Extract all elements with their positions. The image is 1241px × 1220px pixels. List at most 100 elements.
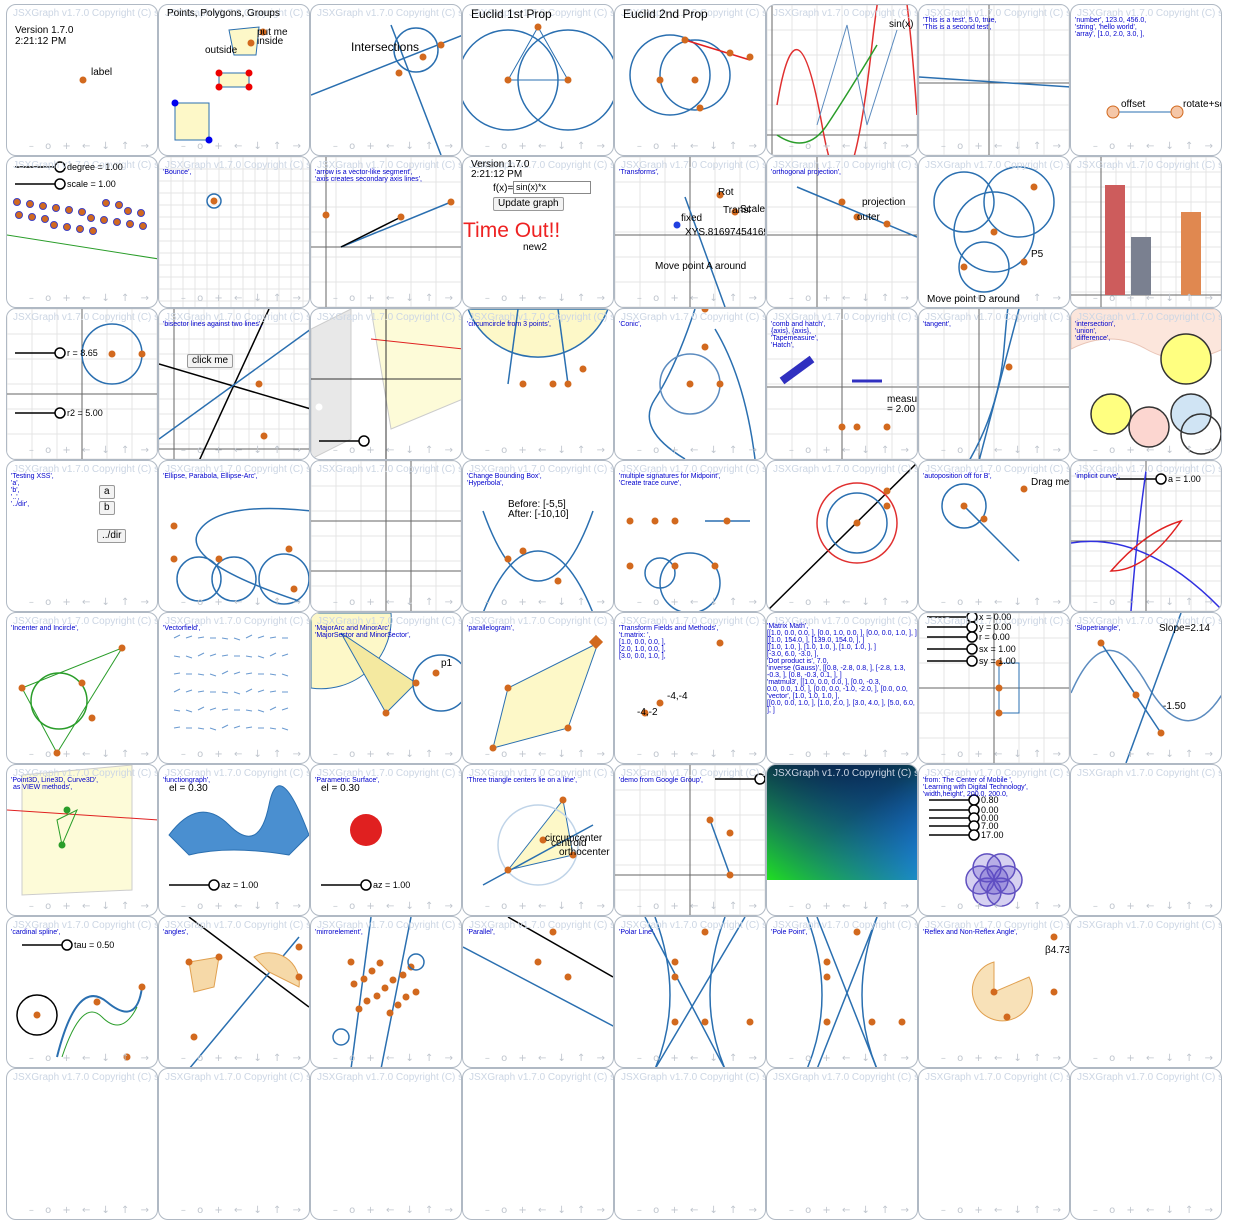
board-xss[interactable]: JSXGraph v1.7.0 Copyright (C) see – o + ←… — [6, 460, 158, 612]
circle[interactable] — [1180, 413, 1221, 455]
navigation-bar[interactable]: – o + ← ↓ ↑ → — [484, 445, 609, 456]
navigation-bar[interactable]: – o + ← ↓ ↑ → — [332, 1205, 457, 1216]
point[interactable] — [1030, 183, 1038, 191]
point[interactable] — [626, 517, 634, 525]
point[interactable] — [626, 562, 634, 570]
line[interactable] — [281, 653, 289, 657]
point[interactable] — [93, 998, 101, 1006]
slider-handle[interactable] — [360, 879, 372, 891]
circle[interactable] — [176, 556, 222, 602]
point[interactable] — [210, 197, 218, 205]
board-partial-3[interactable]: JSXGraph v1.7.0 Copyright (C) see – o + ←… — [310, 1068, 462, 1220]
board-euclid-2[interactable]: JSXGraph v1.7.0 Copyright (C) see – o + ←… — [614, 4, 766, 156]
line[interactable] — [159, 363, 310, 410]
line[interactable] — [245, 634, 253, 639]
point[interactable] — [549, 380, 557, 388]
point[interactable] — [397, 213, 405, 221]
board-point3d-canvas[interactable] — [7, 765, 158, 916]
navigation-bar[interactable]: – o + ← ↓ ↑ → — [332, 293, 457, 304]
board-bisector[interactable]: JSXGraph v1.7.0 Copyright (C) see – o + ←… — [158, 308, 310, 460]
board-tangent[interactable]: JSXGraph v1.7.0 Copyright (C) see – o + ←… — [918, 308, 1070, 460]
line[interactable] — [269, 727, 277, 730]
line[interactable] — [233, 637, 241, 641]
navigation-bar[interactable]: – o + ← ↓ ↑ → — [484, 293, 609, 304]
point[interactable] — [79, 76, 87, 84]
point[interactable] — [88, 714, 96, 722]
point[interactable] — [1170, 105, 1184, 119]
navigation-bar[interactable]: – o + ← ↓ ↑ → — [940, 597, 1065, 608]
point[interactable] — [716, 639, 724, 647]
line[interactable] — [245, 726, 253, 729]
line[interactable] — [1125, 613, 1182, 763]
board-triangle-centers-canvas[interactable] — [463, 765, 614, 916]
polygon[interactable] — [174, 102, 210, 141]
point[interactable] — [1132, 691, 1140, 699]
point[interactable] — [671, 562, 679, 570]
line[interactable] — [245, 655, 253, 658]
board-triangle-centers[interactable]: JSXGraph v1.7.0 Copyright (C) see – o + ←… — [462, 764, 614, 916]
point[interactable] — [716, 191, 724, 199]
board-partial-2[interactable]: JSXGraph v1.7.0 Copyright (C) see – o + ←… — [158, 1068, 310, 1220]
point[interactable] — [185, 958, 193, 966]
curve[interactable] — [806, 917, 823, 1068]
board-move-d[interactable]: JSXGraph v1.7.0 Copyright (C) see – o + ←… — [918, 156, 1070, 308]
point[interactable] — [389, 976, 397, 984]
point[interactable] — [355, 1005, 363, 1013]
polygon[interactable] — [370, 309, 462, 430]
point[interactable] — [726, 49, 734, 57]
navigation-bar[interactable]: – o + ← ↓ ↑ → — [1092, 749, 1217, 760]
point[interactable] — [138, 983, 146, 991]
line[interactable] — [7, 234, 158, 260]
line[interactable] — [796, 186, 917, 238]
curve[interactable] — [1130, 470, 1147, 611]
board-intersections[interactable]: JSXGraph v1.7.0 Copyright (C) see – o + ←… — [310, 4, 462, 156]
board-tangent-canvas[interactable] — [919, 309, 1070, 460]
board-bounce[interactable]: JSXGraph v1.7.0 Copyright (C) see – o + ←… — [158, 156, 310, 308]
slider-handle[interactable] — [966, 613, 978, 623]
board-angles-canvas[interactable] — [159, 917, 310, 1068]
curve[interactable] — [1071, 649, 1222, 722]
board-partial-4[interactable]: JSXGraph v1.7.0 Copyright (C) see – o + ←… — [462, 1068, 614, 1220]
board-sliders-xy[interactable]: JSXGraph v1.7.0 Copyright (C) see – o + ←… — [918, 612, 1070, 764]
curve[interactable] — [648, 309, 696, 459]
board-text-output[interactable]: JSXGraph v1.7.0 Copyright (C) see – o + ←… — [1070, 4, 1222, 156]
board-scatter-canvas[interactable] — [7, 157, 158, 308]
point[interactable] — [58, 841, 66, 849]
point[interactable] — [395, 69, 403, 77]
board-arcs[interactable]: JSXGraph v1.7.0 Copyright (C) see – o + ←… — [310, 612, 462, 764]
circle[interactable] — [979, 865, 1009, 895]
curve[interactable] — [816, 24, 898, 126]
curve[interactable] — [861, 917, 878, 1068]
point[interactable] — [368, 967, 376, 975]
board-autoposition[interactable]: JSXGraph v1.7.0 Copyright (C) see – o + ←… — [918, 460, 1070, 612]
line[interactable] — [269, 706, 277, 711]
board-axes-cells[interactable]: JSXGraph v1.7.0 Copyright (C) see – o + ←… — [310, 460, 462, 612]
line[interactable] — [507, 917, 613, 978]
slider-handle[interactable] — [966, 655, 978, 667]
point[interactable] — [823, 958, 831, 966]
point[interactable] — [504, 76, 512, 84]
point[interactable] — [838, 198, 846, 206]
board-axis[interactable]: JSXGraph v1.7.0 Copyright (C) see – o + ←… — [918, 4, 1070, 156]
board-bounce-canvas[interactable] — [159, 157, 310, 308]
point[interactable] — [1097, 639, 1105, 647]
board-reflex-angle[interactable]: JSXGraph v1.7.0 Copyright (C) see – o + ←… — [918, 916, 1070, 1068]
polygon[interactable] — [998, 662, 1020, 714]
line[interactable] — [209, 653, 217, 657]
point[interactable] — [691, 76, 699, 84]
data-point[interactable] — [102, 199, 110, 207]
circle[interactable] — [1170, 393, 1212, 435]
board-empty-2[interactable]: JSXGraph v1.7.0 Copyright (C) see – o + ←… — [1070, 916, 1222, 1068]
navigation-bar[interactable]: – o + ← ↓ ↑ → — [1092, 1053, 1217, 1064]
line[interactable] — [340, 216, 402, 248]
board-3d-canvas[interactable] — [311, 309, 462, 460]
line[interactable] — [233, 671, 241, 675]
point[interactable] — [980, 515, 988, 523]
navigation-bar[interactable]: – o + ← ↓ ↑ → — [788, 597, 913, 608]
navigation-bar[interactable]: – o + ← ↓ ↑ → — [636, 901, 761, 912]
line[interactable] — [269, 673, 277, 676]
point[interactable] — [554, 577, 562, 585]
point[interactable] — [990, 228, 998, 236]
point[interactable] — [63, 806, 71, 814]
point[interactable] — [569, 851, 577, 859]
